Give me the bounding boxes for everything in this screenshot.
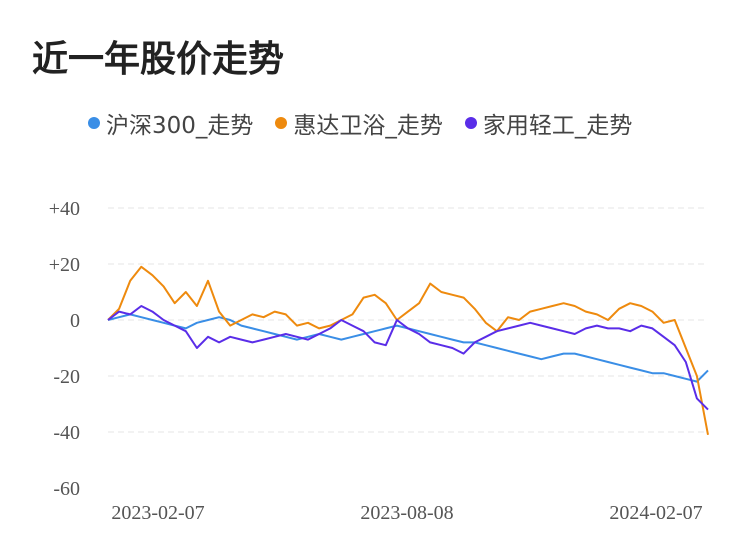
legend-item-hs300[interactable]: 沪深300_走势 <box>88 106 253 140</box>
legend-label-huida: 惠达卫浴_走势 <box>293 113 443 139</box>
x-tick-label: 2023-02-07 <box>111 502 204 524</box>
y-tick-label: 0 <box>70 310 80 332</box>
legend-dot-household <box>464 117 477 129</box>
legend-dot-hs300 <box>88 117 100 129</box>
y-tick-label: -60 <box>53 478 80 500</box>
y-tick-label: +20 <box>49 254 80 276</box>
series-line-1 <box>107 265 709 435</box>
x-tick-label: 2023-08-08 <box>360 502 453 524</box>
x-tick-label: 2024-02-07 <box>609 502 702 524</box>
chart-legend: 沪深300_走势 惠达卫浴_走势 家用轻工_走势 <box>88 106 632 140</box>
legend-label-hs300: 沪深300_走势 <box>106 113 254 139</box>
series-line-2 <box>107 305 709 411</box>
y-tick-label: +40 <box>49 198 80 220</box>
legend-dot-huida <box>275 117 288 129</box>
chart-title: 近一年股价走势 <box>32 39 285 80</box>
legend-item-huida[interactable]: 惠达卫浴_走势 <box>275 106 443 140</box>
legend-label-household: 家用轻工_走势 <box>482 113 633 139</box>
y-tick-label: -20 <box>53 366 80 388</box>
y-tick-label: -40 <box>53 422 80 444</box>
legend-item-household[interactable]: 家用轻工_走势 <box>464 106 633 140</box>
